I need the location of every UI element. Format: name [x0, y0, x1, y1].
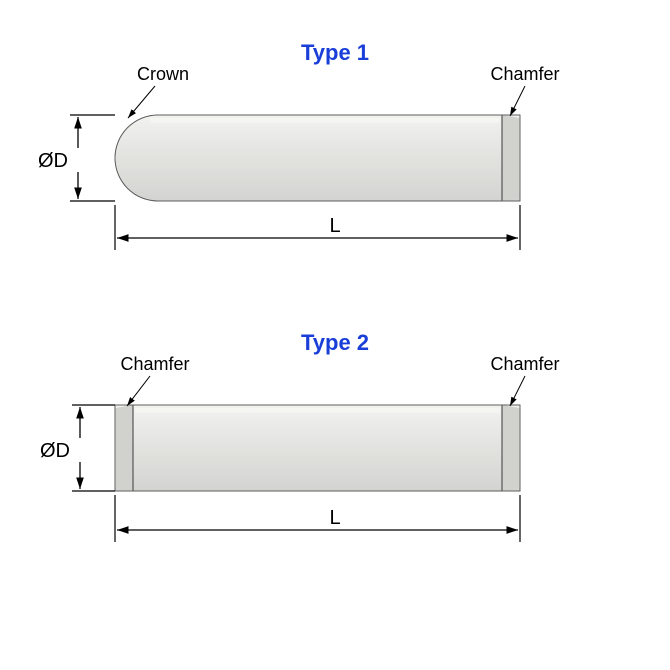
type1-crown-label: Crown: [137, 64, 189, 84]
type1-leader-right: [510, 86, 525, 116]
type2-diam-label: ØD: [40, 440, 70, 462]
type2-chamfer-left-label: Chamfer: [120, 354, 189, 374]
type2-chamfer-right-label: Chamfer: [490, 354, 559, 374]
type1-diam-label: ØD: [38, 150, 68, 172]
type1-chamfer-label: Chamfer: [490, 64, 559, 84]
diagram-container: Type 1 ØD L Crown Chamfer: [0, 0, 670, 670]
type1-leader-left: [128, 86, 155, 118]
type2-title: Type 2: [301, 330, 369, 355]
type1-title: Type 1: [301, 40, 369, 65]
type2-group: Type 2 ØD L Chamfer Chamfer: [40, 330, 560, 542]
type2-leader-left: [127, 376, 150, 406]
type2-leader-right: [510, 376, 525, 406]
type1-pin: [115, 115, 520, 201]
type2-pin: [115, 405, 520, 491]
type1-group: Type 1 ØD L Crown Chamfer: [38, 40, 560, 250]
type2-len-label: L: [329, 507, 340, 529]
diagram-svg: Type 1 ØD L Crown Chamfer: [0, 0, 670, 670]
type1-len-label: L: [329, 215, 340, 237]
